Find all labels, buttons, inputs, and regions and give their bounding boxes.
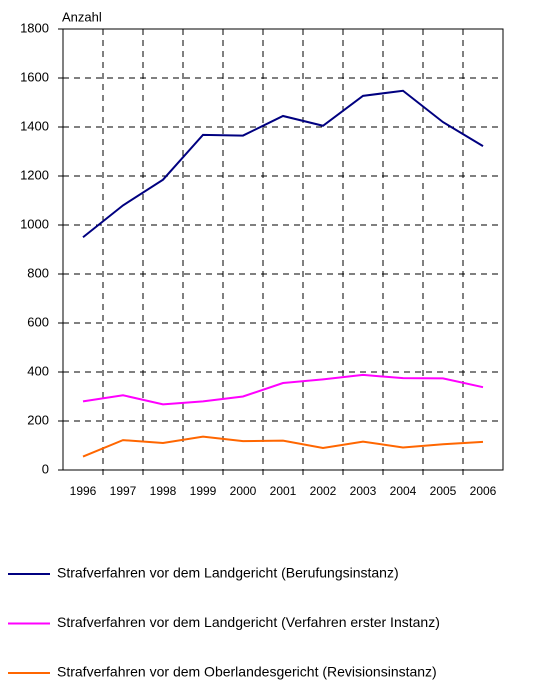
x-tick-label: 1996 bbox=[70, 484, 97, 498]
line-series bbox=[82, 89, 484, 239]
legend-label: Strafverfahren vor dem Landgericht (Beru… bbox=[57, 565, 399, 581]
y-tick-label: 600 bbox=[27, 314, 49, 329]
x-tick-label: 2002 bbox=[310, 484, 337, 498]
x-tick-label: 2003 bbox=[350, 484, 377, 498]
y-tick-label: 200 bbox=[27, 412, 49, 427]
line-series bbox=[82, 373, 484, 406]
x-tick-label: 2006 bbox=[470, 484, 497, 498]
x-tick-label: 2005 bbox=[430, 484, 457, 498]
plot-frame bbox=[62, 28, 504, 471]
y-tick-label: 0 bbox=[42, 461, 49, 476]
x-tick-label: 2004 bbox=[390, 484, 417, 498]
y-tick-label: 1600 bbox=[20, 69, 49, 84]
x-tick-label: 1999 bbox=[190, 484, 217, 498]
y-tick-label: 1400 bbox=[20, 118, 49, 133]
x-tick-label: 2001 bbox=[270, 484, 297, 498]
legend-label: Strafverfahren vor dem Oberlandesgericht… bbox=[57, 664, 437, 680]
legend-label: Strafverfahren vor dem Landgericht (Verf… bbox=[57, 614, 440, 630]
x-tick-label: 1997 bbox=[110, 484, 137, 498]
x-tick-label: 1998 bbox=[150, 484, 177, 498]
y-tick-label: 1800 bbox=[20, 20, 49, 35]
line-series bbox=[82, 435, 484, 458]
y-tick-label: 1000 bbox=[20, 216, 49, 231]
y-axis-label: Anzahl bbox=[62, 9, 102, 24]
y-tick-label: 400 bbox=[27, 363, 49, 378]
y-tick-label: 800 bbox=[27, 265, 49, 280]
y-tick-label: 1200 bbox=[20, 167, 49, 182]
x-tick-label: 2000 bbox=[230, 484, 257, 498]
